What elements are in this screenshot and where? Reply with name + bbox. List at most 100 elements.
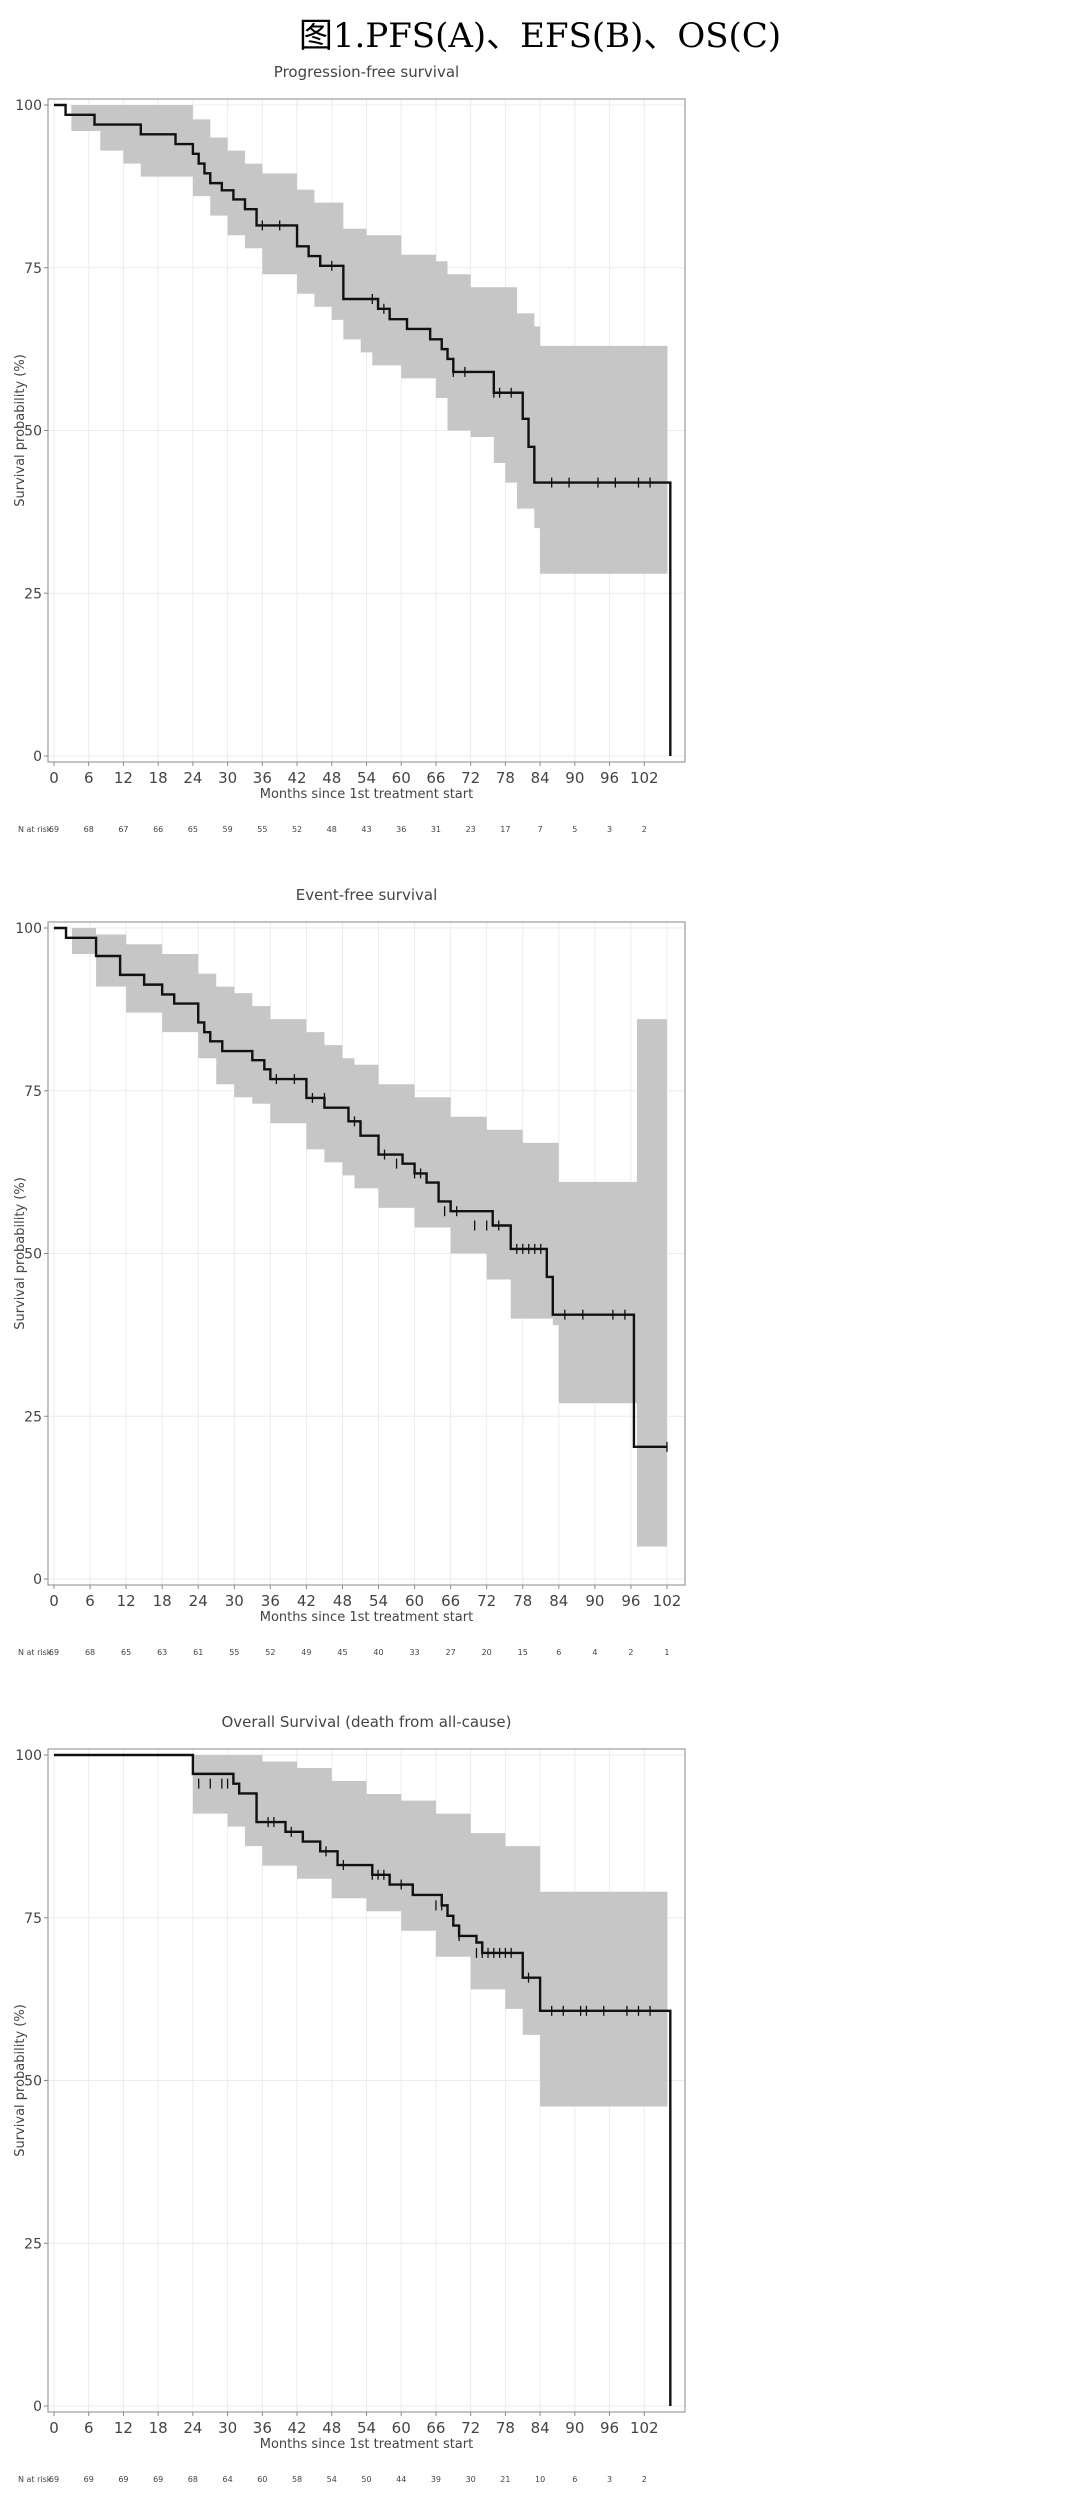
risk-count: 3	[607, 825, 612, 834]
x-tick-label: 72	[477, 1592, 496, 1610]
x-tick-label: 60	[405, 1592, 424, 1610]
risk-count: 69	[49, 825, 59, 834]
risk-count: 4	[592, 1648, 597, 1657]
x-tick-label: 66	[441, 1592, 460, 1610]
risk-count: 65	[188, 825, 198, 834]
x-tick-label: 84	[549, 1592, 568, 1610]
x-tick-label: 0	[49, 2419, 59, 2437]
risk-count: 45	[337, 1648, 347, 1657]
x-tick-label: 72	[461, 769, 480, 787]
risk-table-label: N at risk	[18, 1648, 52, 1657]
x-tick-label: 36	[261, 1592, 280, 1610]
x-tick-label: 18	[149, 2419, 168, 2437]
x-tick-label: 42	[288, 2419, 307, 2437]
risk-count: 44	[396, 2475, 406, 2484]
x-tick-label: 72	[461, 2419, 480, 2437]
x-tick-label: 66	[426, 2419, 445, 2437]
risk-count: 30	[466, 2475, 476, 2484]
y-tick-label: 25	[24, 1409, 42, 1425]
y-axis-label: Survival probability (%)	[13, 2004, 28, 2157]
x-tick-label: 90	[565, 769, 584, 787]
y-tick-label: 75	[24, 1084, 42, 1100]
risk-table-label: N at risk	[18, 2475, 52, 2484]
x-tick-label: 60	[392, 769, 411, 787]
risk-count: 66	[153, 825, 163, 834]
risk-count: 69	[84, 2475, 94, 2484]
x-tick-label: 42	[288, 769, 307, 787]
x-tick-label: 54	[357, 2419, 376, 2437]
risk-count: 69	[118, 2475, 128, 2484]
risk-count: 69	[49, 1648, 59, 1657]
y-tick-label: 100	[15, 921, 42, 937]
x-axis-label: Months since 1st treatment start	[260, 2437, 473, 2452]
x-tick-label: 78	[496, 2419, 515, 2437]
risk-count: 69	[49, 2475, 59, 2484]
risk-count: 17	[500, 825, 510, 834]
x-tick-label: 102	[653, 1592, 682, 1610]
figure-title: 图1.PFS(A)、EFS(B)、OS(C)	[298, 16, 782, 56]
y-tick-label: 75	[24, 1911, 42, 1927]
risk-count: 33	[409, 1648, 419, 1657]
y-axis-label: Survival probability (%)	[13, 354, 28, 507]
y-tick-label: 25	[24, 586, 42, 602]
risk-count: 7	[538, 825, 543, 834]
x-tick-label: 12	[117, 1592, 136, 1610]
risk-count: 2	[628, 1648, 633, 1657]
x-tick-label: 90	[585, 1592, 604, 1610]
x-tick-label: 18	[149, 769, 168, 787]
x-tick-label: 6	[84, 2419, 94, 2437]
y-tick-label: 50	[24, 424, 42, 440]
x-tick-label: 30	[225, 1592, 244, 1610]
x-tick-label: 84	[531, 769, 550, 787]
risk-count: 64	[223, 2475, 233, 2484]
risk-count: 58	[292, 2475, 302, 2484]
x-tick-label: 96	[600, 769, 619, 787]
risk-count: 52	[292, 825, 302, 834]
risk-count: 36	[396, 825, 406, 834]
x-tick-label: 54	[369, 1592, 388, 1610]
x-tick-label: 36	[253, 2419, 272, 2437]
risk-count: 59	[223, 825, 233, 834]
risk-count: 2	[642, 2475, 647, 2484]
y-tick-label: 100	[15, 98, 42, 114]
risk-count: 31	[431, 825, 441, 834]
x-tick-label: 78	[496, 769, 515, 787]
os-chart: Overall Survival (death from all-cause) 0…	[13, 1713, 686, 2484]
risk-count: 52	[265, 1648, 275, 1657]
risk-count: 3	[607, 2475, 612, 2484]
y-tick-label: 50	[24, 2074, 42, 2090]
x-tick-label: 6	[85, 1592, 95, 1610]
risk-count: 49	[301, 1648, 311, 1657]
x-tick-label: 48	[322, 2419, 341, 2437]
x-tick-label: 54	[357, 769, 376, 787]
chart-title: Event-free survival	[296, 886, 438, 904]
x-tick-label: 12	[114, 769, 133, 787]
y-tick-label: 0	[33, 749, 42, 765]
risk-count: 67	[118, 825, 128, 834]
x-tick-label: 96	[600, 2419, 619, 2437]
y-tick-label: 50	[24, 1247, 42, 1263]
risk-count: 39	[431, 2475, 441, 2484]
x-axis-label: Months since 1st treatment start	[260, 787, 473, 802]
risk-count: 2	[642, 825, 647, 834]
risk-count: 6	[572, 2475, 577, 2484]
x-tick-label: 24	[189, 1592, 208, 1610]
risk-count: 48	[327, 825, 337, 834]
risk-count: 54	[327, 2475, 337, 2484]
x-tick-label: 42	[297, 1592, 316, 1610]
x-tick-label: 18	[153, 1592, 172, 1610]
y-tick-label: 75	[24, 261, 42, 277]
x-tick-label: 84	[531, 2419, 550, 2437]
y-tick-label: 0	[33, 1572, 42, 1588]
x-tick-label: 96	[621, 1592, 640, 1610]
x-tick-label: 78	[513, 1592, 532, 1610]
risk-count: 20	[482, 1648, 492, 1657]
risk-count: 69	[153, 2475, 163, 2484]
risk-count: 63	[157, 1648, 167, 1657]
y-tick-label: 25	[24, 2236, 42, 2252]
x-tick-label: 30	[218, 769, 237, 787]
risk-count: 55	[229, 1648, 239, 1657]
x-tick-label: 36	[253, 769, 272, 787]
